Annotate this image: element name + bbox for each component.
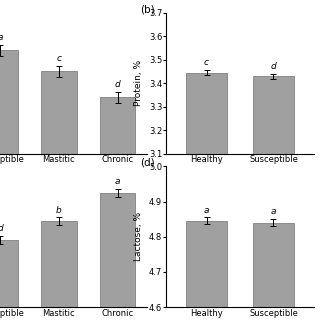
Text: d: d — [115, 80, 121, 89]
Text: a: a — [115, 177, 121, 187]
Text: a: a — [204, 206, 209, 215]
Text: a: a — [0, 33, 3, 42]
Bar — [100, 97, 135, 320]
Text: b: b — [56, 205, 62, 215]
Bar — [253, 76, 293, 320]
Text: c: c — [56, 54, 61, 63]
Bar — [0, 50, 18, 320]
Bar — [41, 71, 76, 320]
X-axis label: Udder hea: Udder hea — [216, 170, 264, 179]
Text: d: d — [0, 224, 3, 233]
Text: d: d — [271, 62, 276, 71]
Y-axis label: Lactose, %: Lactose, % — [134, 212, 143, 261]
X-axis label: Udder health status: Udder health status — [29, 170, 118, 179]
Bar — [0, 240, 18, 320]
Text: c: c — [204, 59, 209, 68]
Bar — [41, 221, 76, 320]
Bar — [187, 221, 227, 320]
Bar — [100, 193, 135, 320]
Bar — [187, 73, 227, 320]
Text: a: a — [271, 207, 276, 216]
Y-axis label: Protein, %: Protein, % — [134, 60, 143, 106]
Text: (d): (d) — [140, 158, 155, 168]
Bar — [253, 223, 293, 320]
Text: (b): (b) — [140, 4, 155, 14]
